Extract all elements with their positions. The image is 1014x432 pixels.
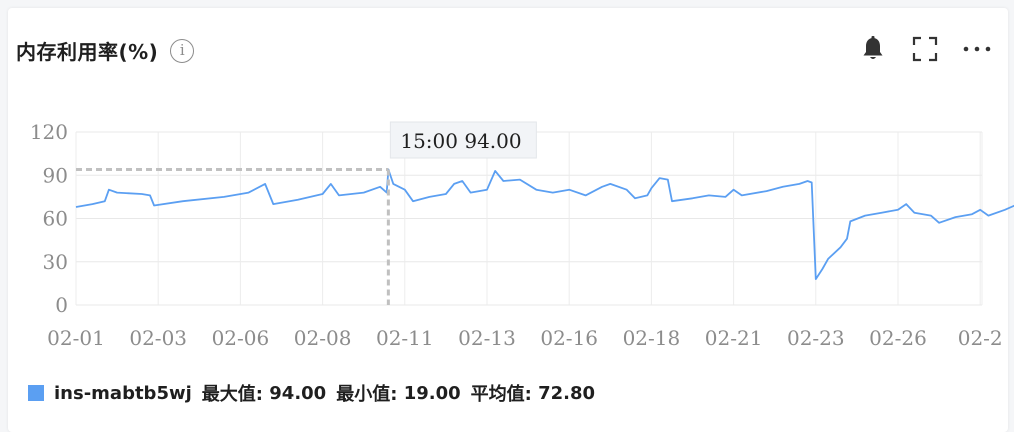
y-tick-label: 0 [55, 293, 68, 317]
crosshair [76, 167, 390, 305]
fullscreen-icon[interactable] [910, 34, 940, 64]
x-tick-label: 02-01 [47, 326, 105, 350]
y-tick-label: 60 [43, 207, 68, 231]
x-tick-label: 02-21 [705, 326, 763, 350]
avg-label: 平均值: [470, 384, 532, 405]
legend: ins-mabtb5wj 最大值: 94.00 最小值: 19.00 平均值: … [28, 380, 595, 406]
x-tick-label: 02-03 [129, 326, 187, 350]
x-tick-label: 02-08 [294, 326, 352, 350]
toolbar [858, 34, 992, 64]
chart-title: 内存利用率(%) [16, 40, 159, 64]
bell-icon[interactable] [858, 34, 888, 64]
x-tick-label: 02-16 [540, 326, 598, 350]
x-tick-label: 02-11 [376, 326, 434, 350]
min-label: 最小值: [336, 384, 398, 405]
title-row: 内存利用率(%) i [16, 36, 195, 65]
info-icon[interactable]: i [170, 38, 195, 63]
y-tick-label: 90 [43, 163, 68, 187]
avg-value: 72.80 [538, 382, 596, 404]
tooltip-text: 15:00 94.00 [400, 129, 521, 153]
legend-swatch[interactable] [28, 385, 44, 401]
line-chart: 0 30 60 90 120 02-01 02-03 02-06 02-08 02-11 02-1… [30, 120, 1014, 350]
max-label: 最大值: [201, 384, 263, 405]
x-tick-label: 02-18 [623, 326, 681, 350]
tooltip-background [389, 121, 537, 159]
y-axis: 0 30 60 90 120 [30, 120, 68, 317]
x-tick-label: 02-06 [212, 326, 270, 350]
legend-series-name[interactable]: ins-mabtb5wj [54, 382, 192, 404]
x-tick-label: 02-2 [958, 326, 1003, 350]
max-value: 94.00 [269, 382, 327, 404]
x-tick-label: 02-13 [458, 326, 516, 350]
x-tick-label: 02-26 [869, 326, 927, 350]
series-line [75, 168, 1014, 281]
x-axis: 02-01 02-03 02-06 02-08 02-11 02-13 02-16 02-18… [47, 326, 1002, 350]
more-icon[interactable] [962, 34, 992, 64]
min-value: 19.00 [403, 382, 461, 404]
tooltip: 15:00 94.00 [389, 121, 537, 159]
y-tick-label: 120 [30, 120, 68, 144]
x-tick-label: 02-23 [787, 326, 845, 350]
chart-card [8, 8, 1008, 432]
y-tick-label: 30 [43, 250, 68, 274]
